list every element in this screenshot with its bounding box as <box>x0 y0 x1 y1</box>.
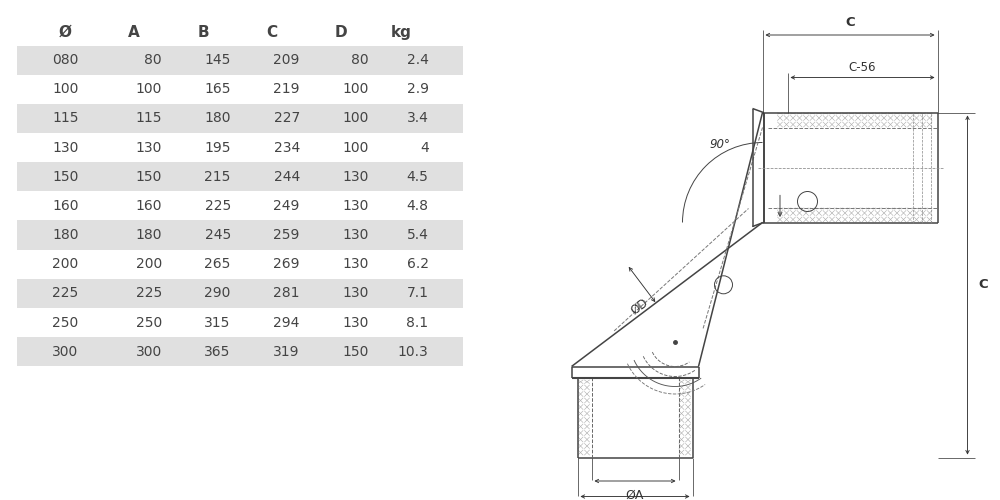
Text: 130: 130 <box>342 228 369 242</box>
Text: 4.8: 4.8 <box>407 199 429 213</box>
Text: 209: 209 <box>273 53 300 67</box>
Text: 130: 130 <box>342 257 369 271</box>
Text: B: B <box>197 24 209 40</box>
Text: 250: 250 <box>52 316 78 330</box>
Text: 244: 244 <box>274 170 300 184</box>
Text: 8.1: 8.1 <box>406 316 429 330</box>
Text: 130: 130 <box>52 140 78 154</box>
Text: 080: 080 <box>52 53 78 67</box>
Bar <box>17 133 463 162</box>
Bar <box>17 162 463 192</box>
Text: 180: 180 <box>204 112 231 126</box>
Text: 225: 225 <box>205 199 231 213</box>
Text: 150: 150 <box>342 344 369 358</box>
Text: 215: 215 <box>204 170 231 184</box>
Text: A: A <box>128 24 140 40</box>
Bar <box>17 308 463 337</box>
Text: 180: 180 <box>135 228 162 242</box>
Text: 4.5: 4.5 <box>407 170 429 184</box>
Text: 294: 294 <box>273 316 300 330</box>
Text: 290: 290 <box>204 286 231 300</box>
Text: 100: 100 <box>52 82 78 96</box>
Text: 234: 234 <box>274 140 300 154</box>
Text: 265: 265 <box>204 257 231 271</box>
Text: 145: 145 <box>204 53 231 67</box>
Bar <box>17 337 463 366</box>
Bar <box>17 279 463 308</box>
Text: 160: 160 <box>135 199 162 213</box>
Text: 100: 100 <box>342 140 369 154</box>
Text: 115: 115 <box>135 112 162 126</box>
Text: 269: 269 <box>273 257 300 271</box>
Text: 160: 160 <box>52 199 78 213</box>
Bar <box>17 46 463 74</box>
Text: 130: 130 <box>135 140 162 154</box>
Text: 4: 4 <box>420 140 429 154</box>
Text: 259: 259 <box>273 228 300 242</box>
Text: 90°: 90° <box>710 138 730 151</box>
Text: 219: 219 <box>273 82 300 96</box>
Text: ØD: ØD <box>628 296 651 318</box>
Text: 150: 150 <box>135 170 162 184</box>
Text: C: C <box>979 278 988 291</box>
Text: 200: 200 <box>136 257 162 271</box>
Text: 100: 100 <box>342 82 369 96</box>
Text: 250: 250 <box>136 316 162 330</box>
Text: 2.4: 2.4 <box>407 53 429 67</box>
Text: 315: 315 <box>204 316 231 330</box>
Text: 80: 80 <box>144 53 162 67</box>
Text: 100: 100 <box>342 112 369 126</box>
Text: D: D <box>335 24 348 40</box>
Text: 180: 180 <box>52 228 78 242</box>
Text: 150: 150 <box>52 170 78 184</box>
Text: 130: 130 <box>342 199 369 213</box>
Text: 130: 130 <box>342 316 369 330</box>
Text: C: C <box>267 24 278 40</box>
Bar <box>17 192 463 220</box>
Text: 130: 130 <box>342 286 369 300</box>
Bar <box>17 250 463 279</box>
Text: 165: 165 <box>204 82 231 96</box>
Text: 7.1: 7.1 <box>407 286 429 300</box>
Text: 319: 319 <box>273 344 300 358</box>
Text: 195: 195 <box>204 140 231 154</box>
Text: 10.3: 10.3 <box>398 344 429 358</box>
Text: 225: 225 <box>136 286 162 300</box>
Text: 80: 80 <box>351 53 369 67</box>
Text: 3.4: 3.4 <box>407 112 429 126</box>
Text: kg: kg <box>391 24 411 40</box>
Bar <box>17 104 463 133</box>
Text: 227: 227 <box>274 112 300 126</box>
Text: Ø: Ø <box>59 24 72 40</box>
Text: C-56: C-56 <box>849 61 876 74</box>
Text: 281: 281 <box>273 286 300 300</box>
Text: 245: 245 <box>205 228 231 242</box>
Text: 100: 100 <box>135 82 162 96</box>
Text: ØA: ØA <box>626 488 644 500</box>
Text: 300: 300 <box>136 344 162 358</box>
Text: 365: 365 <box>204 344 231 358</box>
Bar <box>17 74 463 104</box>
Text: 6.2: 6.2 <box>407 257 429 271</box>
Text: 200: 200 <box>52 257 78 271</box>
Text: 300: 300 <box>52 344 78 358</box>
Text: 5.4: 5.4 <box>407 228 429 242</box>
Text: 130: 130 <box>342 170 369 184</box>
Text: 249: 249 <box>273 199 300 213</box>
Text: 225: 225 <box>52 286 78 300</box>
Text: 115: 115 <box>52 112 78 126</box>
Bar <box>17 220 463 250</box>
Text: 2.9: 2.9 <box>407 82 429 96</box>
Text: C: C <box>845 16 855 29</box>
